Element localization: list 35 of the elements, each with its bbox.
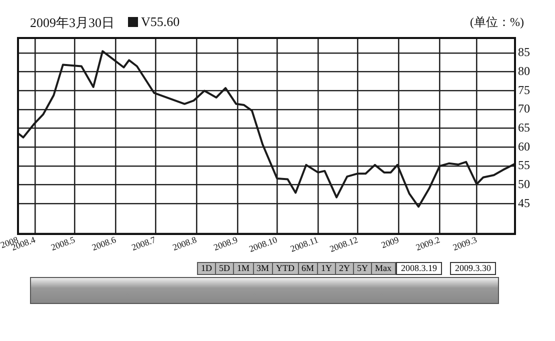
y-tick-label: 45 — [518, 196, 530, 210]
x-tick-label: 2008.11 — [288, 234, 320, 254]
x-tick-label: 2008.7 — [130, 234, 158, 252]
chart-title: 2009年3月30日 — [30, 14, 114, 32]
text: 2009.3.30 — [450, 262, 496, 275]
text: 1Y — [318, 263, 336, 274]
y-tick-label: 65 — [518, 120, 530, 135]
text: 5Y — [354, 263, 372, 274]
y-tick-label: 80 — [518, 64, 530, 78]
text: Max — [374, 263, 393, 274]
text: YTD — [273, 263, 299, 274]
text: 3M — [254, 263, 274, 274]
x-tick-label: 2009.2 — [414, 234, 442, 252]
x-tick-label: 2008.9 — [212, 234, 240, 252]
x-tick-label: 2008.8 — [171, 234, 198, 252]
x-tick-label: 2008.10 — [248, 234, 280, 254]
text: 6M — [298, 263, 318, 274]
text: 1D — [198, 263, 216, 274]
y-tick-label: 50 — [518, 177, 530, 192]
x-tick-label: 2009.3 — [452, 234, 479, 252]
text: 5D — [216, 263, 234, 274]
x-tick-label: 2009 — [380, 234, 401, 250]
x-tick-label: 2008.5 — [50, 234, 77, 252]
x-tick-label: 2008.6 — [90, 234, 118, 252]
legend-label: V55.60 — [141, 14, 180, 30]
y-tick-label: 70 — [518, 102, 530, 116]
y-axis-title: (单位：%) — [470, 14, 524, 31]
text: 2Y — [336, 263, 354, 274]
y-tick-label: 55 — [518, 158, 530, 172]
y-tick-label: 60 — [518, 139, 530, 154]
y-tick-label: 75 — [518, 82, 530, 97]
x-tick-label: 2008.12 — [328, 234, 360, 254]
text: 2008.3.19 — [396, 262, 442, 275]
text: 1M — [234, 263, 254, 274]
y-tick-label: 85 — [518, 45, 530, 60]
